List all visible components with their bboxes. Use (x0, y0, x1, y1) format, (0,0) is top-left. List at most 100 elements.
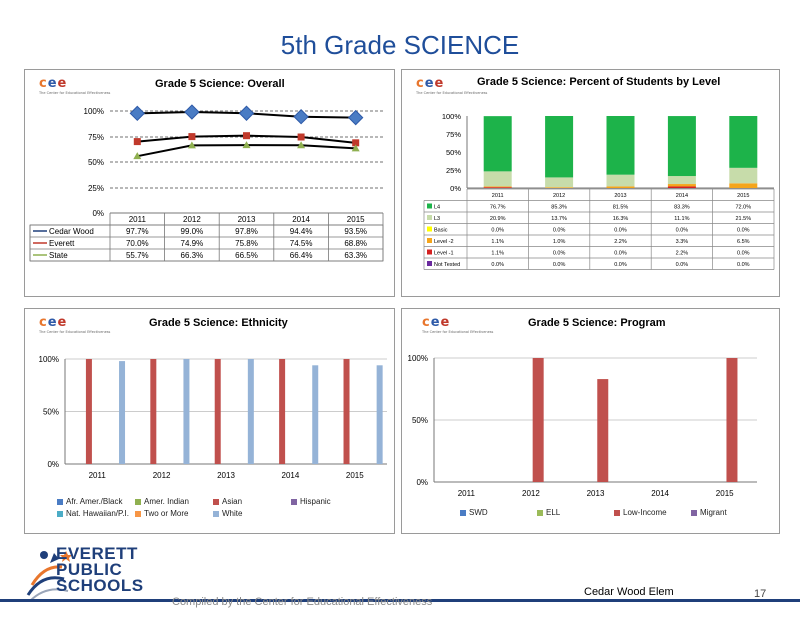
logo-letter: c (39, 76, 48, 91)
legend-item: Afr. Amer./Black (57, 497, 122, 506)
data-label: 85.3% (551, 205, 567, 211)
everett-schools-logo (26, 551, 72, 602)
bar (597, 379, 609, 482)
legend-swatch (135, 510, 141, 517)
data-label: 66.4% (290, 251, 313, 260)
y-tick-label: 100% (408, 354, 428, 363)
data-point (351, 144, 360, 152)
stacked-bar-segment (606, 186, 635, 188)
legend-label: Amer. Indian (144, 497, 189, 506)
y-tick-label: 25% (88, 184, 104, 193)
legend-item: Asian (213, 497, 242, 506)
data-point (297, 141, 306, 149)
logo-letter: e (430, 315, 441, 330)
data-label: 72.0% (735, 205, 751, 211)
legend-swatch (427, 215, 432, 220)
y-tick-label: 75% (446, 130, 461, 139)
data-label: 0.0% (737, 228, 750, 234)
legend-swatch (213, 510, 219, 517)
data-point (347, 109, 364, 126)
y-tick-label: 50% (88, 158, 104, 167)
legend-swatch (460, 509, 466, 516)
legend-label: Hispanic (300, 497, 331, 506)
ethnicity-bar-chart: 100% 50% 0% 2011 2012 2013 2014 2015 (39, 355, 387, 480)
data-label: 83.3% (674, 205, 690, 211)
y-tick-label: 0% (47, 460, 59, 469)
x-tick-label: 2013 (587, 489, 605, 498)
stacked-bar-segment (667, 176, 696, 185)
logo-letter: e (57, 315, 68, 330)
data-label: 0.0% (614, 262, 627, 268)
bar (150, 359, 157, 464)
bar (119, 361, 126, 464)
logo-letter: e (57, 76, 68, 91)
school-name: Cedar Wood Elem (584, 586, 674, 598)
legend-label: SWD (469, 508, 488, 517)
logo-letter: e (424, 76, 435, 91)
data-label: 6.5% (737, 239, 750, 245)
logo-letter: e (434, 76, 445, 91)
legend-item: White (213, 509, 242, 518)
compiled-by-text: Compiled by the Center for Educational E… (172, 596, 433, 608)
x-tick-label: 2015 (716, 489, 734, 498)
legend-series-name: State (49, 251, 68, 260)
y-tick-label: 0% (92, 209, 104, 218)
y-tick-label: 100% (39, 355, 59, 364)
legend-swatch (57, 510, 63, 517)
stacked-bar-segment (483, 187, 512, 188)
legend-swatch (291, 498, 297, 505)
cee-logo: cee The Center for Educational Effective… (416, 72, 487, 95)
data-label: 16.3% (613, 216, 629, 222)
data-label: 0.0% (676, 228, 689, 234)
chart-title: Grade 5 Science: Percent of Students by … (477, 76, 721, 88)
stacked-bar-segment (667, 184, 696, 187)
y-tick-label: 50% (446, 148, 461, 157)
overall-chart-panel: cee The Center for Educational Effective… (24, 69, 395, 297)
y-tick-label: 25% (446, 166, 461, 175)
bar (214, 359, 221, 464)
slide-title: 5th Grade SCIENCE (280, 30, 520, 60)
legend-swatch (427, 203, 432, 209)
legend-swatch (614, 509, 620, 516)
overall-line-chart: 100% 75% 50% 25% 0% 2011 2012 2013 2014 2015 Cedar… (29, 104, 384, 262)
x-tick-label: 2015 (347, 215, 365, 224)
data-label: 81.5% (613, 205, 629, 211)
bar (312, 365, 319, 464)
legend-swatch (427, 238, 432, 243)
x-tick-label: 2011 (492, 193, 504, 199)
legend-series-name: L3 (434, 216, 440, 222)
stacked-bar-segment (606, 174, 635, 187)
x-tick-label: 2012 (553, 193, 565, 199)
y-tick-label: 50% (412, 416, 428, 425)
stacked-bar-segment (483, 116, 512, 172)
data-point (293, 109, 309, 125)
legend-item: Low-Income (614, 508, 667, 517)
stacked-bar-segment (606, 116, 635, 175)
legend-label: ELL (546, 508, 561, 517)
data-label: 0.0% (553, 251, 566, 257)
data-label: 21.5% (735, 216, 751, 222)
data-label: 1.1% (491, 251, 504, 257)
x-tick-label: 2013 (217, 471, 235, 480)
logo-letter: c (39, 315, 48, 330)
x-tick-label: 2012 (183, 215, 201, 224)
x-tick-label: 2014 (292, 215, 310, 224)
data-label: 0.0% (676, 262, 689, 268)
data-label: 93.5% (344, 227, 367, 236)
bar (376, 365, 383, 464)
levels-chart-panel: cee The Center for Educational Effective… (401, 69, 780, 297)
data-label: 0.0% (553, 262, 566, 268)
legend-swatch (135, 498, 141, 505)
legend-series-name: Cedar Wood (49, 227, 94, 236)
x-tick-label: 2014 (651, 489, 669, 498)
data-point (187, 141, 196, 149)
bar (279, 359, 286, 464)
data-point (184, 104, 200, 120)
stacked-bar-segment (483, 171, 512, 187)
data-point (352, 139, 360, 147)
data-label: 68.8% (344, 239, 367, 248)
x-tick-label: 2014 (676, 193, 688, 199)
legend-label: Two or More (144, 509, 189, 518)
data-label: 11.1% (674, 216, 689, 222)
x-tick-label: 2013 (614, 193, 626, 199)
